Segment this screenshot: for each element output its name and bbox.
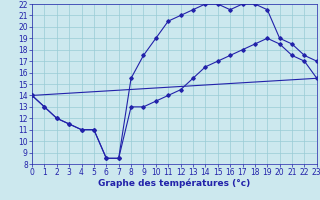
X-axis label: Graphe des températures (°c): Graphe des températures (°c) [98,179,251,188]
